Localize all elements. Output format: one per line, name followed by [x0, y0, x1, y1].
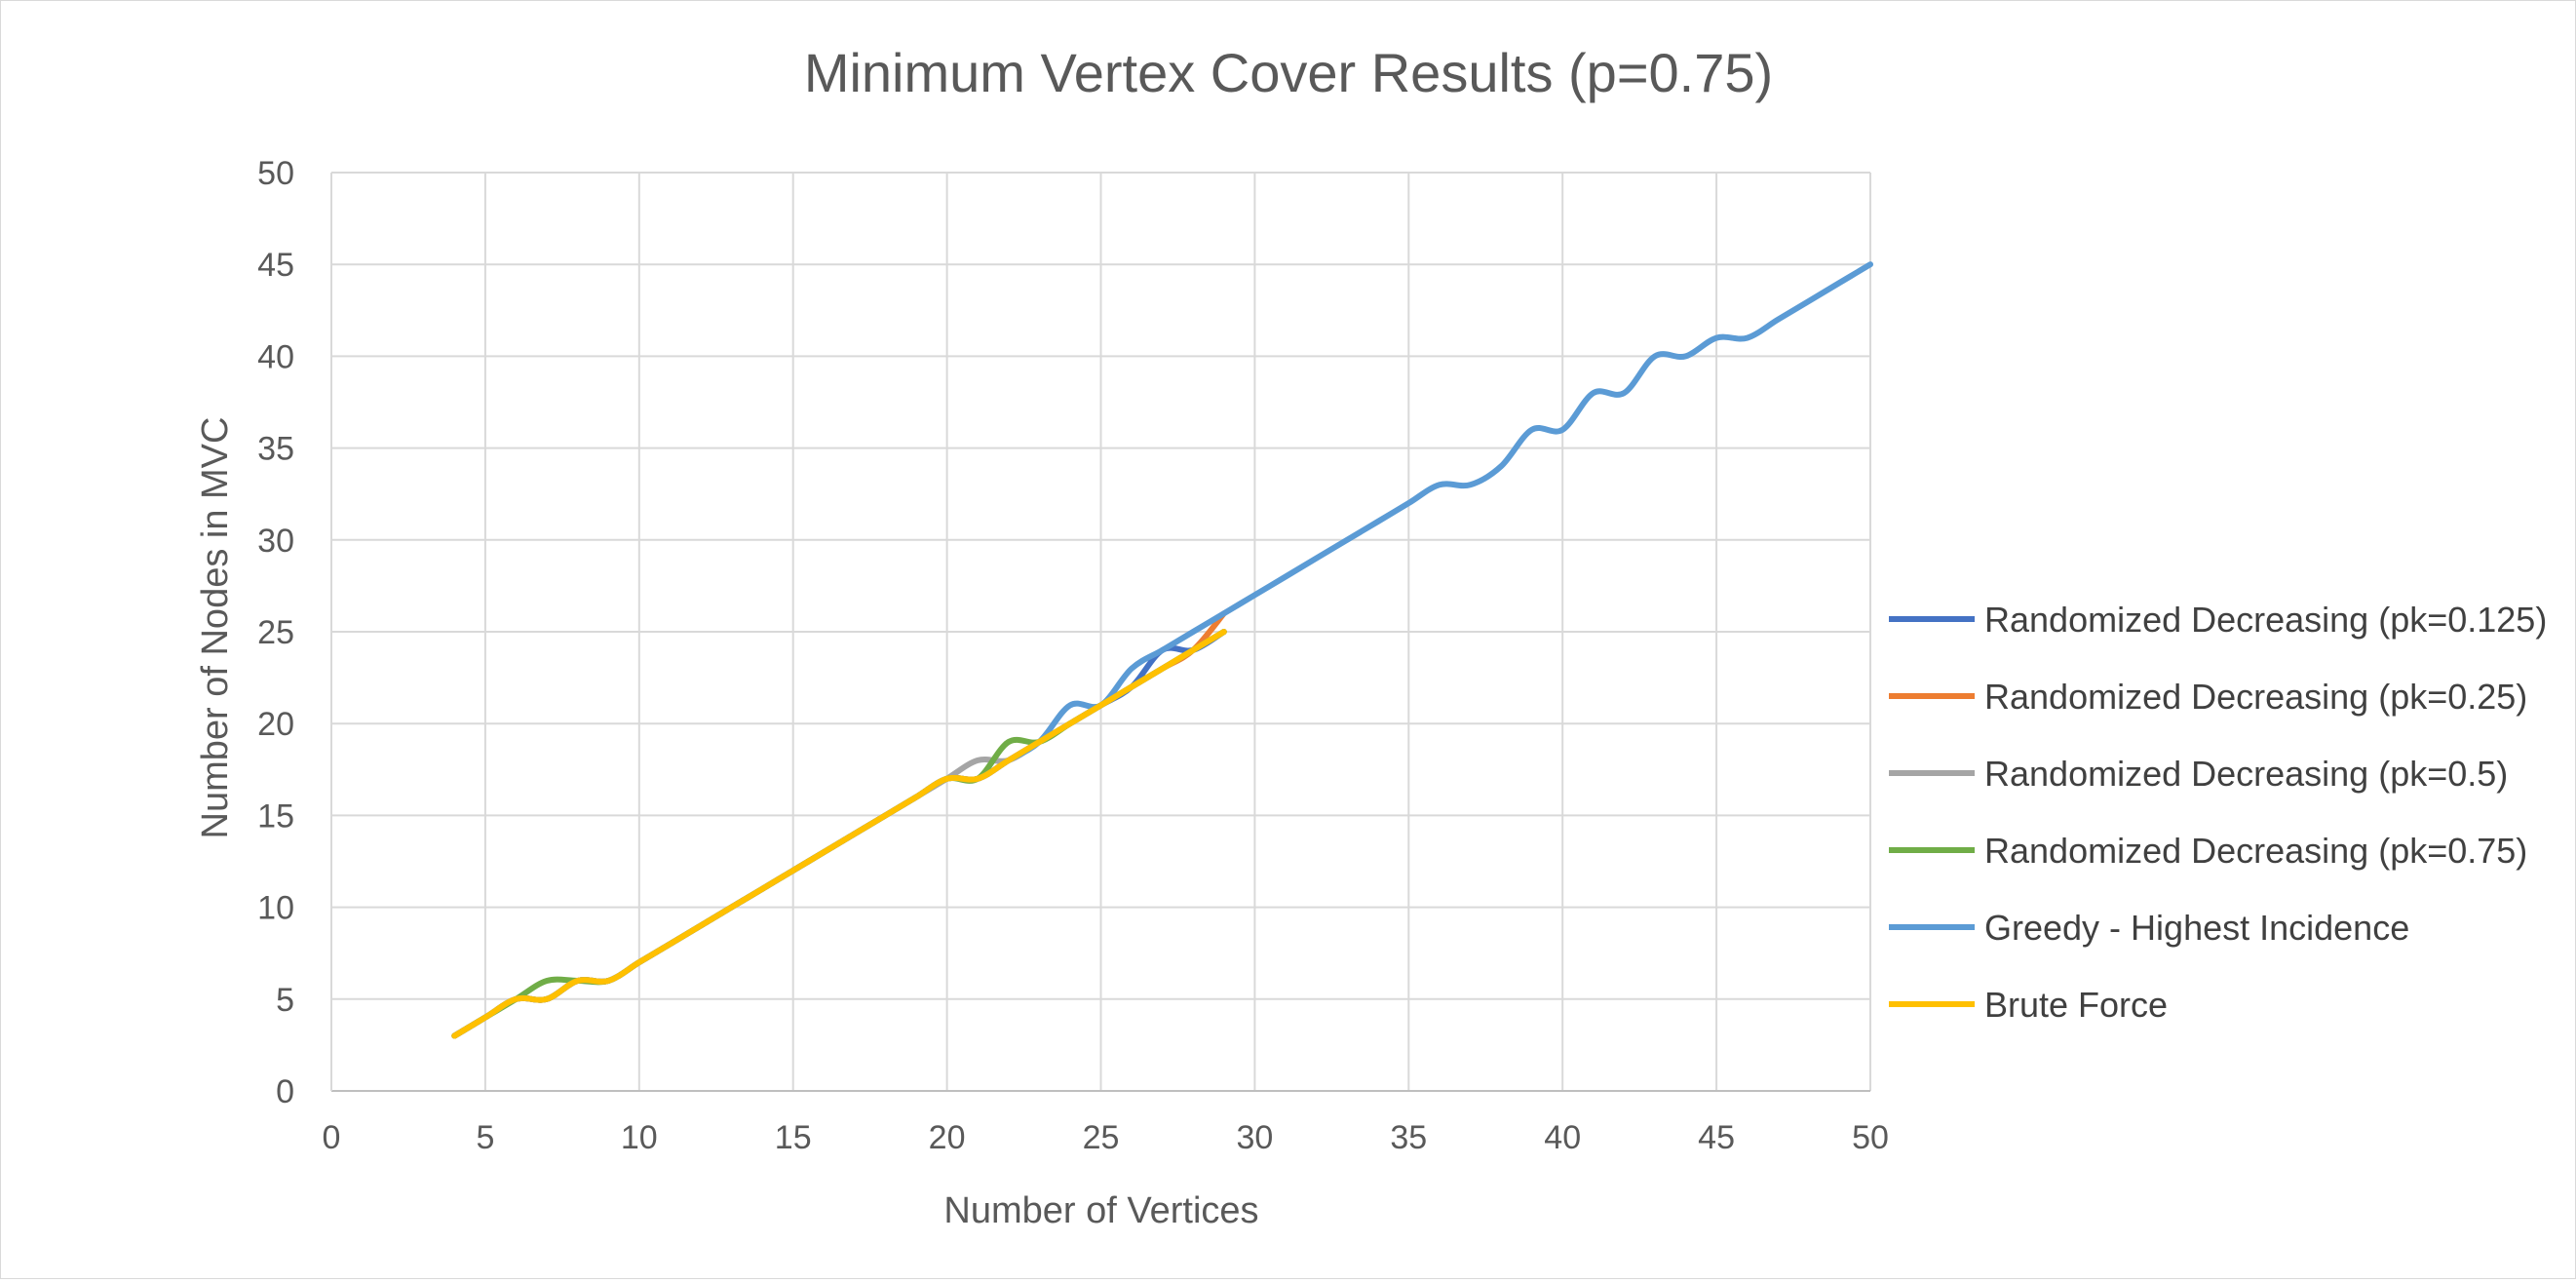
legend-item: Randomized Decreasing (pk=0.25): [1889, 677, 2527, 717]
y-tick-label: 35: [257, 431, 294, 468]
y-tick-label: 30: [257, 523, 294, 560]
series-line-3: [451, 629, 1227, 1039]
x-axis-title: Number of Vertices: [943, 1190, 1258, 1231]
x-tick-label: 10: [621, 1119, 658, 1156]
x-tick-label: 40: [1544, 1119, 1581, 1156]
legend-label: Randomized Decreasing (pk=0.5): [1984, 754, 2508, 794]
legend-item: Randomized Decreasing (pk=0.5): [1889, 754, 2508, 794]
legend-label: Brute Force: [1984, 985, 2168, 1025]
x-tick-label: 25: [1083, 1119, 1120, 1156]
series-layer: [451, 261, 1873, 1039]
legend-item: Randomized Decreasing (pk=0.75): [1889, 831, 2527, 871]
x-tick-label: 45: [1698, 1119, 1735, 1156]
legend-item: Greedy - Highest Incidence: [1889, 908, 2409, 948]
y-axis-title: Number of Nodes in MVC: [195, 417, 236, 839]
grid-layer: [331, 172, 1871, 1091]
legend-item: Brute Force: [1889, 985, 2168, 1025]
x-tick-label: 20: [929, 1119, 966, 1156]
x-tick-label: 15: [775, 1119, 812, 1156]
chart-title: Minimum Vertex Cover Results (p=0.75): [804, 42, 1773, 103]
x-tick-label: 30: [1236, 1119, 1273, 1156]
series-line-2: [451, 629, 1227, 1039]
x-tick-label: 50: [1852, 1119, 1889, 1156]
legend-label: Randomized Decreasing (pk=0.125): [1984, 600, 2547, 640]
y-tick-label: 45: [257, 247, 294, 284]
y-tick-label: 50: [257, 155, 294, 192]
series-line-1: [451, 610, 1227, 1039]
legend-label: Randomized Decreasing (pk=0.25): [1984, 677, 2527, 717]
legend: Randomized Decreasing (pk=0.125) Randomiz…: [1889, 600, 2547, 1025]
series-line-0: [451, 629, 1227, 1039]
y-tick-label: 20: [257, 706, 294, 743]
x-tick-label: 35: [1390, 1119, 1427, 1156]
series-line-5: [451, 629, 1227, 1039]
y-tick-label: 10: [257, 890, 294, 927]
legend-label: Randomized Decreasing (pk=0.75): [1984, 831, 2527, 871]
legend-label: Greedy - Highest Incidence: [1984, 908, 2409, 948]
series-line-4: [451, 261, 1873, 1039]
y-tick-label: 15: [257, 797, 294, 835]
x-tick-label: 5: [476, 1119, 494, 1156]
axis-layer: 0 5 10 15 20 25 30 35 40 45 50 0 5 10 15 20 25 30 35 40 45 50: [257, 155, 1889, 1156]
y-tick-label: 5: [276, 982, 294, 1019]
x-tick-label: 0: [323, 1119, 341, 1156]
y-tick-label: 40: [257, 338, 294, 375]
y-tick-label: 0: [276, 1073, 294, 1110]
y-tick-label: 25: [257, 614, 294, 651]
legend-item: Randomized Decreasing (pk=0.125): [1889, 600, 2547, 640]
